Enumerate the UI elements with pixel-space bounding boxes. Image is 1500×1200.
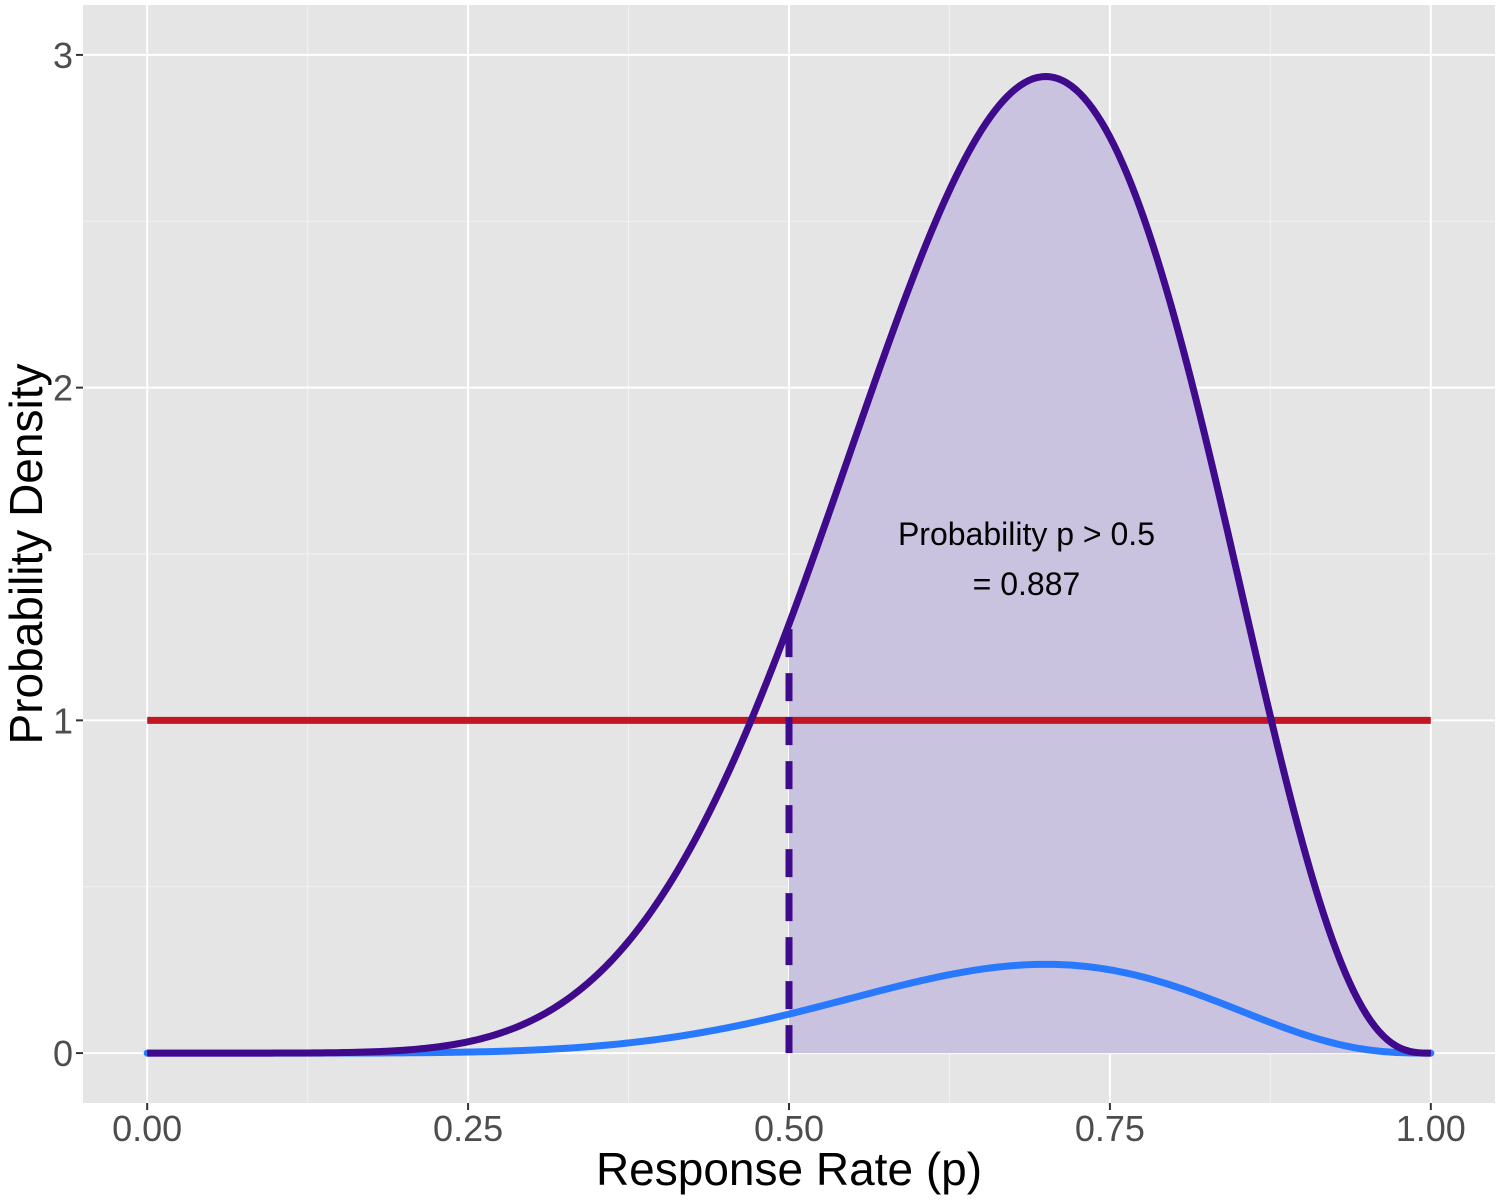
series-posterior-line [147, 73, 1431, 1057]
x-axis: 0.00 0.25 0.50 0.75 1.00 [112, 1103, 1466, 1149]
x-tick-label: 0.00 [112, 1108, 182, 1149]
x-tick-label: 0.50 [754, 1108, 824, 1149]
x-tick-label: 0.75 [1075, 1108, 1145, 1149]
x-tick-label: 0.25 [433, 1108, 503, 1149]
y-axis: 0 1 2 3 [53, 35, 83, 1074]
y-tick-label: 3 [53, 35, 73, 76]
x-axis-title: Response Rate (p) [596, 1143, 982, 1195]
x-tick-label: 1.00 [1396, 1108, 1466, 1149]
y-tick-label: 0 [53, 1033, 73, 1074]
annotation-line2: = 0.887 [973, 566, 1081, 602]
probability-shaded-area [789, 76, 1431, 1054]
y-tick-label: 1 [53, 700, 73, 741]
y-tick-label: 2 [53, 368, 73, 409]
annotation-line1: Probability p > 0.5 [898, 516, 1155, 552]
y-axis-title: Probability Density [0, 364, 52, 745]
